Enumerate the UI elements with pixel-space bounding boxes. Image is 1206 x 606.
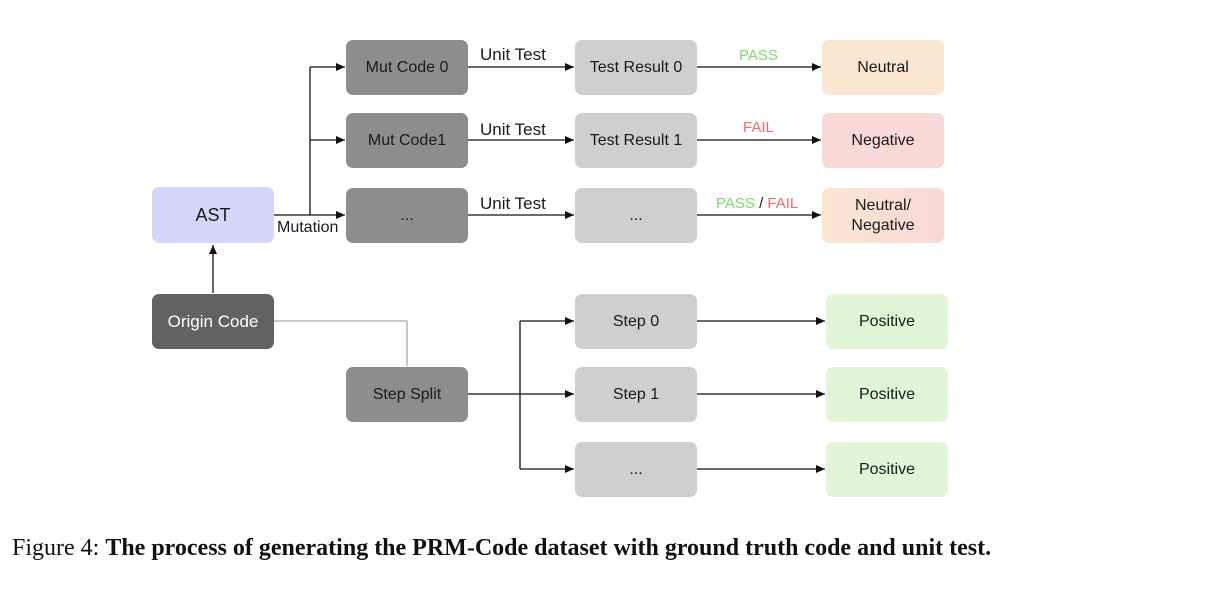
- pass-fail-label-n: PASS / FAIL: [716, 195, 798, 212]
- test-result-n-node: ...: [575, 188, 697, 243]
- mut-code-0-node: Mut Code 0: [346, 40, 468, 95]
- step-n-node: ...: [575, 442, 697, 497]
- positive-0-node: Positive: [826, 294, 948, 349]
- ast-node: AST: [152, 187, 274, 243]
- neutral-node: Neutral: [822, 40, 944, 95]
- positive-n-node: Positive: [826, 442, 948, 497]
- caption-prefix: Figure 4:: [12, 535, 100, 561]
- origin-code-node: Origin Code: [152, 294, 274, 349]
- pass-label-0: PASS: [739, 47, 778, 64]
- neutral-negative-line1: Neutral/: [854, 196, 912, 214]
- pass-label-n: PASS: [716, 195, 755, 212]
- fail-label-n: FAIL: [767, 195, 799, 212]
- caption-text: The process of generating the PRM-Code d…: [105, 535, 992, 561]
- step-1-node: Step 1: [575, 367, 697, 422]
- mut-code-n-node: ...: [346, 188, 468, 243]
- positive-1-node: Positive: [826, 367, 948, 422]
- fail-label-1: FAIL: [743, 119, 774, 136]
- mut-code-1-node: Mut Code1: [346, 113, 468, 168]
- slash-label-n: /: [754, 195, 768, 212]
- test-result-1-node: Test Result 1: [575, 113, 697, 168]
- neutral-negative-node: Neutral/ Negative: [822, 188, 944, 243]
- figure-caption: Figure 4: The process of generating the …: [12, 533, 1197, 563]
- negative-node: Negative: [822, 113, 944, 168]
- test-result-0-node: Test Result 0: [575, 40, 697, 95]
- unit-test-label-1: Unit Test: [480, 120, 546, 139]
- edge-origin-to-step-split: [274, 320, 408, 366]
- unit-test-label-0: Unit Test: [480, 45, 546, 64]
- mutation-label: Mutation: [277, 219, 339, 236]
- neutral-negative-line2: Negative: [851, 216, 915, 234]
- step-0-node: Step 0: [575, 294, 697, 349]
- unit-test-label-n: Unit Test: [480, 194, 546, 213]
- step-split-node: Step Split: [346, 367, 468, 422]
